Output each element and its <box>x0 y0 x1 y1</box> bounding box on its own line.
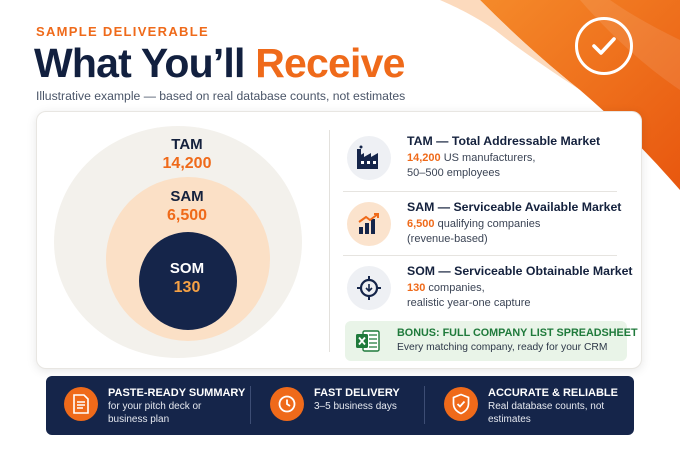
tam-row: TAM — Total Addressable Market 14,200 US… <box>347 134 627 194</box>
sam-row: SAM — Serviceable Available Market 6,500… <box>347 200 627 260</box>
sam-circle-name: SAM <box>170 188 204 205</box>
tam-row-desc: 14,200 US manufacturers, 50–500 employees <box>407 151 637 181</box>
feature-delivery-title: FAST DELIVERY <box>314 387 400 399</box>
som-circle <box>139 232 237 330</box>
feature-summary-title: PASTE-READY SUMMARY <box>108 387 246 399</box>
growth-chart-icon <box>347 202 391 246</box>
bonus-banner: BONUS: FULL COMPANY LIST SPREADSHEET Eve… <box>345 321 638 361</box>
sam-row-title: SAM — Serviceable Available Market <box>407 200 622 214</box>
bonus-title: BONUS: FULL COMPANY LIST SPREADSHEET <box>397 327 638 339</box>
title-accent: Receive <box>255 40 405 86</box>
feature-separator <box>424 386 425 424</box>
market-circles: TAM 14,200 SAM 6,500 SOM 130 <box>37 112 325 370</box>
tam-row-desc-line2: 50–500 employees <box>407 167 500 179</box>
som-row-desc-rest: companies, <box>425 282 485 294</box>
tam-row-title: TAM — Total Addressable Market <box>407 134 601 148</box>
tam-circle-label: TAM 14,200 <box>127 136 247 173</box>
tam-row-desc-rest: US manufacturers, <box>440 152 536 164</box>
feature-accuracy-title: ACCURATE & RELIABLE <box>488 387 618 399</box>
sam-circle-label: SAM 6,500 <box>127 188 247 225</box>
document-icon <box>64 387 98 421</box>
sam-circle-value: 6,500 <box>166 207 208 224</box>
card-divider <box>329 130 330 352</box>
feature-accuracy-desc: Real database counts, not estimates <box>488 401 605 425</box>
som-circle-label: SOM 130 <box>127 260 247 297</box>
row-separator <box>343 191 617 192</box>
clock-icon <box>270 387 304 421</box>
som-circle-value: 130 <box>173 279 201 296</box>
tam-row-highlight: 14,200 <box>407 152 441 164</box>
feature-summary-desc: for your pitch deck or business plan <box>108 401 202 425</box>
som-circle-name: SOM <box>169 260 205 277</box>
som-row-desc-line2: realistic year-one capture <box>407 297 531 309</box>
sam-row-highlight: 6,500 <box>407 218 435 230</box>
sam-row-desc-rest: qualifying companies <box>434 218 541 230</box>
feature-separator <box>250 386 251 424</box>
feature-accuracy: ACCURATE & RELIABLE Real database counts… <box>444 385 624 427</box>
feature-delivery: FAST DELIVERY 3–5 business days <box>270 385 430 427</box>
sam-row-desc: 6,500 qualifying companies (revenue-based… <box>407 217 637 247</box>
tam-circle-value: 14,200 <box>162 155 212 172</box>
market-card: TAM 14,200 SAM 6,500 SOM 130 TAM — Total… <box>36 111 642 369</box>
sam-row-desc-line2: (revenue-based) <box>407 233 488 245</box>
page-title: What You’ll Receive <box>34 40 405 87</box>
features-bar: PASTE-READY SUMMARY for your pitch deck … <box>46 376 634 435</box>
excel-icon <box>355 329 381 353</box>
som-row-highlight: 130 <box>407 282 426 294</box>
target-icon <box>347 266 391 310</box>
title-main: What You’ll <box>34 40 256 86</box>
feature-delivery-desc: 3–5 business days <box>314 401 397 412</box>
checkmark-badge-icon <box>575 17 633 75</box>
som-row-title: SOM — Serviceable Obtainable Market <box>407 264 633 278</box>
feature-summary: PASTE-READY SUMMARY for your pitch deck … <box>64 385 245 427</box>
eyebrow-label: SAMPLE DELIVERABLE <box>36 24 209 39</box>
som-row: SOM — Serviceable Obtainable Market 130 … <box>347 264 633 324</box>
shield-check-icon <box>444 387 478 421</box>
row-separator <box>343 255 617 256</box>
som-row-desc: 130 companies, realistic year-one capture <box>407 281 637 311</box>
tam-circle-name: TAM <box>171 136 203 153</box>
page-subtitle: Illustrative example — based on real dat… <box>36 89 406 103</box>
bonus-desc: Every matching company, ready for your C… <box>397 342 608 353</box>
factory-icon <box>347 136 391 180</box>
